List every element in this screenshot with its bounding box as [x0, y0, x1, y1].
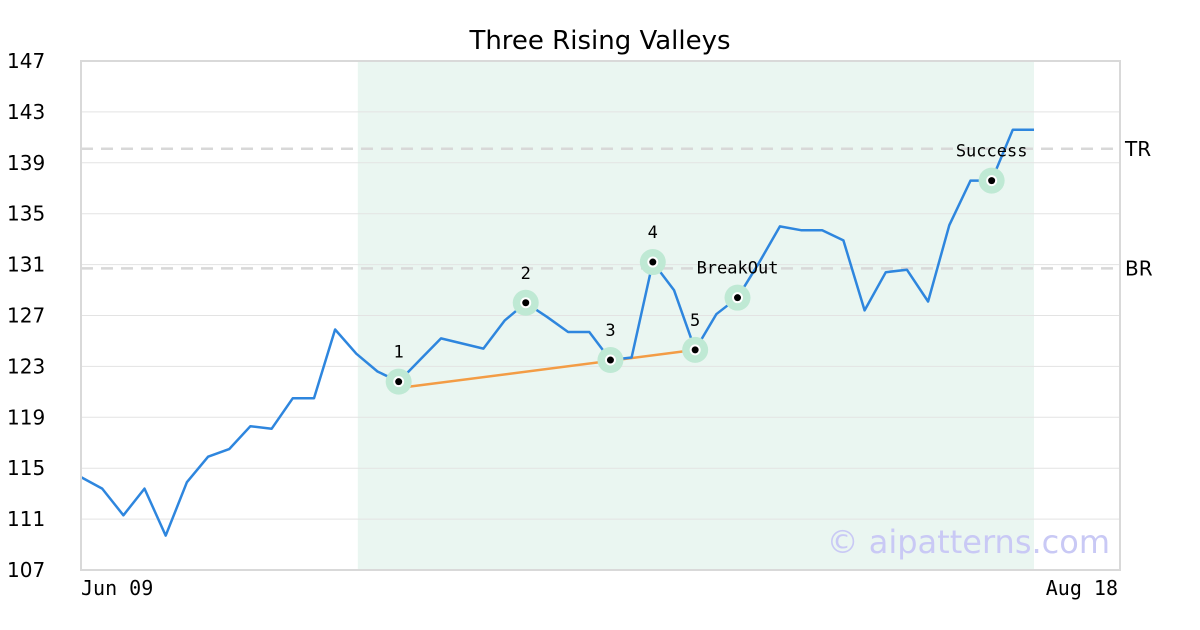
y-tick-label: 135 [7, 202, 45, 226]
y-tick-label: 127 [7, 304, 45, 328]
marker-dot [522, 299, 530, 307]
pattern-marker-success: Success [956, 142, 1028, 194]
pattern-marker-breakout: BreakOut [697, 259, 779, 311]
marker-dot [606, 356, 614, 364]
chart-title: Three Rising Valleys [468, 26, 730, 56]
marker-label: 4 [648, 223, 658, 243]
pattern-marker-1: 1 [385, 343, 412, 395]
marker-label: 5 [690, 311, 700, 331]
y-tick-label: 119 [7, 405, 45, 429]
y-tick-label: 115 [7, 456, 45, 480]
pattern-marker-3: 3 [597, 321, 624, 374]
pattern-marker-2: 2 [512, 264, 539, 316]
x-tick-label: Jun 09 [81, 576, 153, 600]
price-series-line [80, 128, 1034, 537]
reference-label-br: BR [1125, 256, 1153, 280]
marker-label: BreakOut [697, 259, 779, 279]
plot-frame [80, 60, 1121, 571]
marker-label: 1 [394, 343, 404, 363]
y-tick-label: 143 [7, 100, 45, 124]
y-tick-label: 131 [7, 253, 45, 277]
pattern-marker-5: 5 [682, 311, 709, 363]
marker-label: 3 [605, 321, 615, 341]
reference-label-tr: TR [1124, 137, 1151, 161]
support-trendline [398, 348, 696, 390]
marker-dot [691, 346, 699, 354]
y-tick-label: 139 [7, 151, 45, 175]
y-tick-label: 123 [7, 354, 45, 378]
x-tick-label: Aug 18 [1046, 576, 1118, 600]
marker-dot [734, 294, 742, 302]
watermark: © aipatterns.com [827, 523, 1110, 561]
marker-dot [649, 258, 657, 266]
y-tick-label: 107 [7, 558, 45, 582]
y-tick-label: 111 [7, 507, 45, 531]
marker-dot [395, 378, 403, 386]
marker-dot [988, 177, 996, 185]
pattern-marker-4: 4 [639, 223, 666, 276]
marker-label: 2 [521, 264, 531, 284]
y-tick-label: 147 [7, 49, 45, 73]
marker-label: Success [956, 142, 1028, 162]
